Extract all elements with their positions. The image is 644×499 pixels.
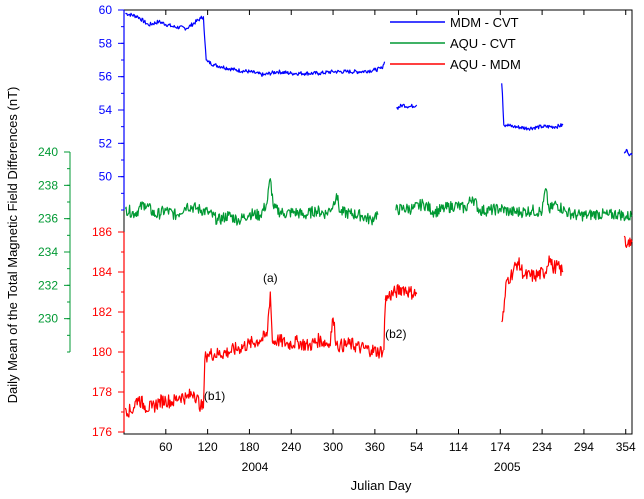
legend-label: MDM - CVT: [450, 15, 519, 30]
x-tick-label: 54: [410, 440, 424, 454]
x-tick-label: 174: [490, 440, 510, 454]
x-tick-label: 120: [198, 440, 218, 454]
x-tick-label: 114: [449, 440, 468, 454]
red-y-tick-label: 184: [92, 265, 112, 279]
series-lines: [124, 12, 633, 418]
year-label: 2004: [242, 460, 269, 474]
green-y-tick-label: 238: [38, 178, 58, 192]
legend-label: AQU - MDM: [450, 57, 521, 72]
series-line: [623, 148, 633, 157]
x-tick-label: 240: [281, 440, 301, 454]
red-y-tick-label: 182: [92, 305, 112, 319]
annotation: (a): [263, 271, 278, 285]
blue-y-tick-label: 58: [99, 36, 113, 50]
green-y-tick-label: 234: [38, 245, 58, 259]
red-y-tick-label: 180: [92, 345, 112, 359]
y-axis-label: Daily Mean of the Total Magnetic Field D…: [5, 87, 20, 404]
legend-label: AQU - CVT: [450, 36, 516, 51]
green-y-tick-label: 230: [38, 312, 58, 326]
x-tick-label: 354: [616, 440, 636, 454]
series-line: [384, 284, 418, 302]
x-tick-label: 234: [532, 440, 552, 454]
series-line: [501, 83, 564, 131]
red-y-tick-label: 186: [92, 225, 112, 239]
annotation: (b2): [385, 327, 406, 341]
series-line: [124, 291, 384, 418]
red-y-tick-label: 176: [92, 425, 112, 439]
series-line: [396, 103, 418, 110]
series-line: [383, 295, 387, 351]
series-line: [395, 188, 633, 222]
green-y-tick-label: 240: [38, 145, 58, 159]
x-tick-label: 360: [365, 440, 385, 454]
blue-y-tick-label: 54: [99, 103, 113, 117]
x-axis-label: Julian Day: [351, 478, 412, 493]
green-y-tick-label: 236: [38, 212, 58, 226]
series-line: [124, 178, 379, 226]
blue-y-tick-label: 52: [99, 136, 113, 150]
x-tick-label: 60: [159, 440, 173, 454]
green-y-tick-label: 232: [38, 278, 58, 292]
x-tick-label: 294: [574, 440, 594, 454]
blue-y-tick-label: 60: [99, 3, 113, 17]
axes: 60 120 180 240 300 360 54 114 174 234 294 354 2004 20…: [38, 3, 636, 474]
annotations: (a) (b1) (b2): [204, 271, 407, 403]
blue-y-tick-label: 56: [99, 70, 113, 84]
legend: MDM - CVT AQU - CVT AQU - MDM: [390, 15, 521, 72]
x-tick-label: 300: [323, 440, 343, 454]
series-line: [623, 235, 633, 248]
series-line: [501, 255, 564, 323]
series-line: [125, 12, 386, 78]
year-label: 2005: [494, 460, 521, 474]
blue-y-tick-label: 50: [99, 170, 113, 184]
x-tick-label: 180: [239, 440, 259, 454]
plot-frame: [123, 9, 633, 435]
red-y-tick-label: 178: [92, 385, 112, 399]
annotation: (b1): [204, 389, 225, 403]
